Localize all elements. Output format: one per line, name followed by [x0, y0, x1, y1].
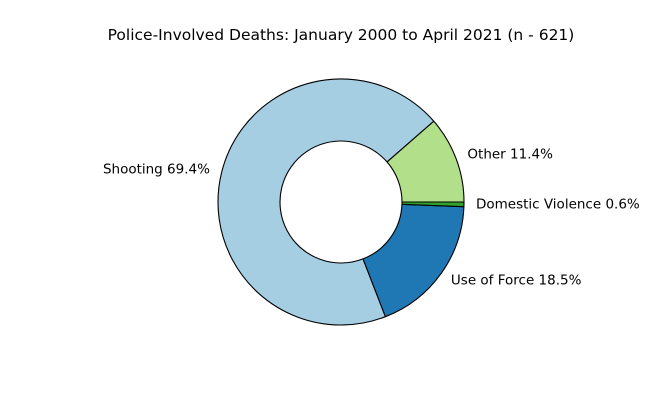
label-other: Other 11.4% — [467, 147, 553, 163]
slice-domestic-violence — [401, 201, 465, 208]
label-shooting: Shooting 69.4% — [103, 162, 210, 178]
labels-group: Other 11.4% Shooting 69.4% Use of Force 18… — [103, 147, 640, 289]
slices-group — [217, 78, 465, 326]
label-domestic-violence: Domestic Violence 0.6% — [476, 197, 640, 213]
slice-use-of-force — [362, 203, 465, 318]
slice-shooting — [217, 78, 435, 326]
chart-title: Police-Involved Deaths: January 2000 to … — [108, 26, 575, 44]
label-use-of-force: Use of Force 18.5% — [451, 272, 582, 288]
